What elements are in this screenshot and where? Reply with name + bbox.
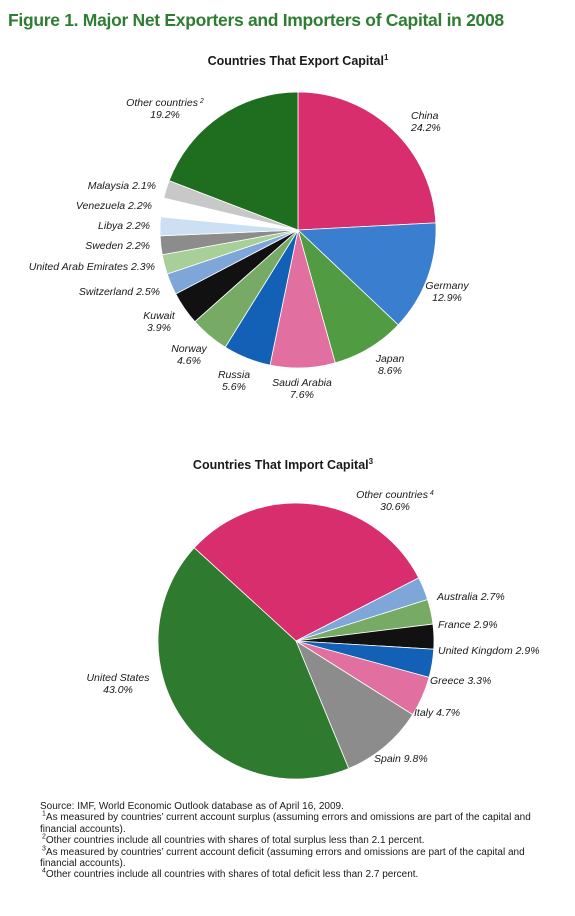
footnote-3: 3As measured by countries’ current accou… xyxy=(40,845,525,870)
export-label-united-arab-emirates: United Arab Emirates 2.3% xyxy=(29,261,155,273)
footnote-2: 2Other countries include all countries w… xyxy=(42,833,425,847)
export-label-sweden: Sweden 2.2% xyxy=(85,240,150,252)
export-label-china: China 24.2% xyxy=(410,110,441,134)
import-label-united-kingdom: United Kingdom 2.9% xyxy=(438,645,540,657)
import-chart-title: Countries That Import Capital3 xyxy=(193,457,374,472)
import-slice-united-states xyxy=(157,547,350,780)
export-label-norway: Norway 4.6% xyxy=(171,343,207,367)
import-label-united-states: United States 43.0% xyxy=(86,672,150,696)
import-label-spain: Spain 9.8% xyxy=(374,753,428,765)
export-slice-germany xyxy=(297,222,437,326)
export-label-switzerland: Switzerland 2.5% xyxy=(79,286,160,298)
source-notes: Source: IMF, World Economic Outlook data… xyxy=(40,801,540,881)
export-label-germany: Germany 12.9% xyxy=(425,280,469,304)
import-label-italy: Italy 4.7% xyxy=(414,707,460,719)
export-slice-other-countries xyxy=(168,91,299,231)
export-slice-china xyxy=(297,91,437,231)
export-chart: Countries That Export Capital1 China 24.2… xyxy=(29,53,470,401)
footnote-1: 1As measured by countries’ current accou… xyxy=(40,811,531,835)
export-label-kuwait: Kuwait 3.9% xyxy=(143,310,176,334)
export-label-russia: Russia 5.6% xyxy=(218,369,250,393)
import-label-greece: Greece 3.3% xyxy=(430,675,491,687)
import-label-other-countries: Other countries 4 30.6% xyxy=(356,489,434,513)
charts-canvas: Countries That Export Capital1 China 24.2… xyxy=(29,53,540,780)
import-label-australia: Australia 2.7% xyxy=(436,591,505,603)
export-label-saudi-arabia: Saudi Arabia 7.6% xyxy=(272,377,332,401)
export-label-japan: Japan 8.6% xyxy=(375,353,405,377)
import-slice-spain xyxy=(295,639,414,770)
figure-title: Figure 1. Major Net Exporters and Import… xyxy=(8,10,504,30)
export-label-venezuela: Venezuela 2.2% xyxy=(76,200,152,212)
export-chart-title: Countries That Export Capital1 xyxy=(208,53,389,68)
import-label-france: France 2.9% xyxy=(438,619,498,631)
import-chart: Countries That Import Capital3 Other cou… xyxy=(86,457,540,780)
source-line: Source: IMF, World Economic Outlook data… xyxy=(40,801,344,812)
export-label-libya: Libya 2.2% xyxy=(98,220,150,232)
footnote-4: 4Other countries include all countries w… xyxy=(42,868,419,881)
export-label-other-countries: Other countries 2 19.2% xyxy=(126,97,204,121)
export-label-malaysia: Malaysia 2.1% xyxy=(88,180,156,192)
